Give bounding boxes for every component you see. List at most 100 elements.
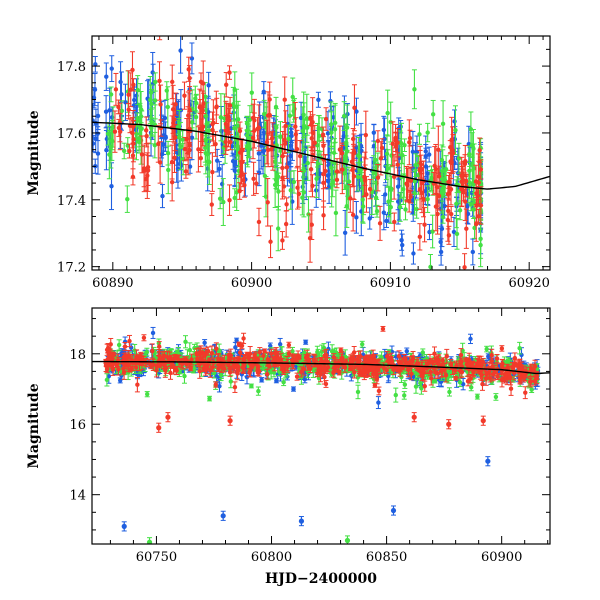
data-point (349, 159, 355, 164)
data-point (476, 174, 481, 179)
data-point (426, 152, 432, 157)
data-point (391, 174, 397, 180)
data-point (160, 193, 165, 199)
data-point (453, 127, 458, 133)
data-point (308, 167, 314, 172)
data-point (430, 229, 435, 234)
data-point (392, 219, 397, 225)
data-point (250, 135, 256, 141)
data-point (262, 111, 267, 117)
data-point (183, 169, 189, 174)
data-point (165, 104, 171, 110)
data-point (247, 117, 253, 123)
data-point (362, 174, 367, 180)
data-point (478, 167, 484, 172)
data-point (367, 186, 373, 192)
data-point (107, 108, 112, 113)
data-point (209, 202, 214, 207)
data-point (148, 97, 153, 103)
data-point (210, 169, 215, 175)
data-point (223, 121, 229, 127)
data-point (404, 181, 409, 186)
data-point (283, 221, 289, 227)
data-point (354, 109, 359, 114)
data-point (425, 130, 430, 135)
data-point (468, 336, 473, 342)
data-point (454, 201, 459, 206)
data-point (344, 125, 350, 130)
data-point (104, 74, 109, 79)
data-point (339, 151, 345, 156)
data-point (204, 121, 209, 127)
data-point (172, 155, 177, 160)
data-point (375, 175, 381, 180)
data-point (439, 226, 445, 231)
data-point (148, 90, 154, 95)
data-point (317, 171, 323, 176)
data-point (411, 251, 416, 256)
data-point (161, 142, 166, 147)
data-point (363, 132, 369, 138)
data-point (92, 87, 98, 92)
data-point (360, 197, 365, 202)
data-point (476, 214, 481, 219)
data-point (333, 210, 339, 216)
data-point (218, 115, 224, 120)
data-point (385, 110, 390, 116)
data-point (143, 176, 149, 182)
data-point (417, 168, 423, 173)
data-point (467, 180, 472, 185)
top-panel-points (92, 36, 484, 270)
data-point (206, 83, 211, 88)
data-point (268, 239, 273, 244)
data-point (193, 114, 199, 120)
data-point (249, 90, 254, 95)
data-point (412, 87, 417, 92)
data-point (436, 147, 441, 152)
data-point (186, 113, 191, 118)
data-point (292, 106, 297, 112)
data-point (158, 102, 163, 107)
data-point (95, 113, 101, 119)
data-point (198, 126, 203, 131)
data-point (303, 340, 308, 345)
data-point (450, 150, 456, 156)
top-panel-ylabel: Magnitude (26, 110, 42, 195)
data-point (118, 79, 123, 85)
data-point (446, 233, 452, 238)
data-point (145, 165, 151, 170)
x-tick-label: 60920 (509, 276, 550, 291)
data-point (448, 211, 454, 217)
data-point (474, 221, 479, 227)
data-point (344, 140, 349, 145)
data-point (232, 125, 237, 131)
data-point (237, 188, 242, 194)
data-point (384, 218, 389, 224)
data-point (355, 174, 361, 180)
data-point (323, 116, 329, 122)
data-point (462, 265, 467, 270)
bottom-panel-points (103, 325, 541, 544)
data-point (478, 242, 483, 248)
data-point (478, 203, 484, 208)
data-point (166, 167, 171, 173)
data-point (462, 161, 468, 167)
data-point (419, 190, 425, 196)
data-point (138, 107, 144, 112)
data-point (205, 152, 210, 157)
data-point (381, 210, 387, 215)
data-point (342, 230, 348, 235)
data-point (267, 112, 272, 118)
data-point (467, 151, 472, 157)
x-tick-label: 60900 (231, 276, 272, 291)
data-point (288, 188, 293, 193)
data-point (465, 204, 470, 209)
data-point (229, 144, 235, 149)
data-point (400, 242, 405, 248)
data-point (471, 200, 477, 205)
data-point (283, 141, 288, 146)
data-point (332, 127, 338, 132)
data-point (197, 105, 202, 110)
data-point (107, 152, 112, 157)
